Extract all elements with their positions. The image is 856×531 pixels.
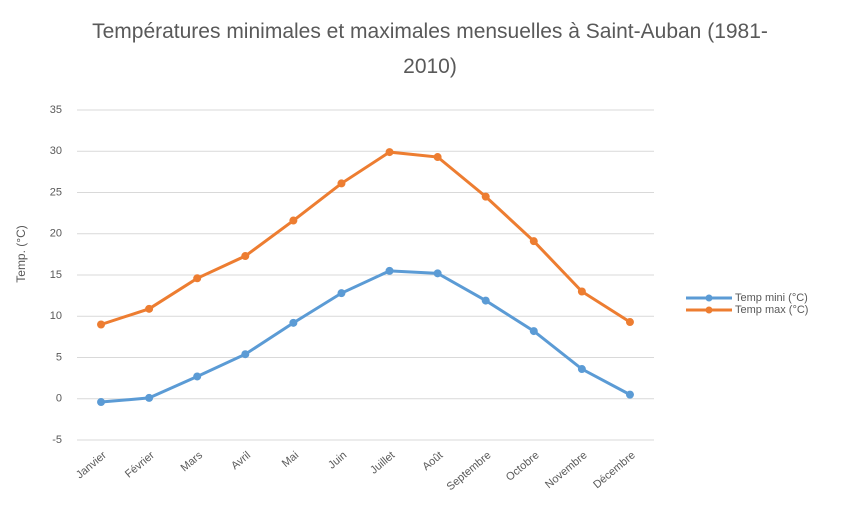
x-tick-label: Octobre bbox=[504, 449, 542, 483]
point bbox=[529, 327, 538, 336]
point bbox=[145, 304, 154, 313]
point bbox=[289, 216, 298, 225]
point bbox=[241, 252, 250, 261]
point bbox=[577, 287, 586, 296]
chart-title: Températures minimales et maximales mens… bbox=[92, 20, 768, 78]
point bbox=[625, 318, 634, 327]
point bbox=[97, 398, 106, 407]
point bbox=[529, 237, 538, 246]
y-tick-label: 15 bbox=[50, 269, 62, 281]
y-tick-label: 30 bbox=[50, 145, 62, 157]
series-line bbox=[100, 269, 631, 404]
point bbox=[193, 372, 202, 381]
x-tick-label: Décembre bbox=[591, 449, 638, 491]
x-tick-label: Septembre bbox=[445, 449, 494, 493]
legend-marker bbox=[705, 294, 713, 302]
y-tick-label: 25 bbox=[50, 186, 62, 198]
point bbox=[337, 289, 346, 298]
point bbox=[289, 318, 298, 327]
point bbox=[385, 148, 394, 157]
legend-label: Temp max (°C) bbox=[735, 304, 808, 316]
point bbox=[145, 393, 154, 402]
x-tick-label: Juin bbox=[326, 449, 349, 471]
x-tick-label: Juillet bbox=[368, 449, 397, 476]
point bbox=[385, 266, 394, 275]
point bbox=[97, 320, 106, 329]
x-tick-label: Août bbox=[420, 449, 445, 473]
y-tick-label: -5 bbox=[52, 434, 62, 446]
y-tick-label: 10 bbox=[50, 310, 62, 322]
legend-marker bbox=[705, 306, 713, 314]
point bbox=[337, 179, 346, 188]
y-tick-label: 0 bbox=[56, 393, 62, 405]
point bbox=[433, 153, 442, 162]
x-tick-label: Mai bbox=[280, 449, 301, 470]
y-tick-label: 5 bbox=[56, 351, 62, 363]
x-tick-label: Novembre bbox=[543, 449, 590, 491]
point bbox=[481, 296, 490, 305]
x-tick-label: Février bbox=[123, 449, 157, 480]
point bbox=[625, 390, 634, 399]
point bbox=[481, 192, 490, 201]
x-tick-label: Mars bbox=[179, 449, 206, 474]
point bbox=[433, 269, 442, 278]
y-axis-label: Temp. (°C) bbox=[14, 225, 28, 282]
y-tick-label: 35 bbox=[50, 104, 62, 116]
series-line bbox=[100, 150, 631, 326]
legend-label: Temp mini (°C) bbox=[735, 292, 808, 304]
point bbox=[577, 365, 586, 374]
x-tick-label: Janvier bbox=[74, 449, 109, 481]
x-tick-label: Avril bbox=[229, 449, 253, 472]
point bbox=[193, 274, 202, 283]
y-tick-label: 20 bbox=[50, 228, 62, 240]
point bbox=[241, 350, 250, 359]
